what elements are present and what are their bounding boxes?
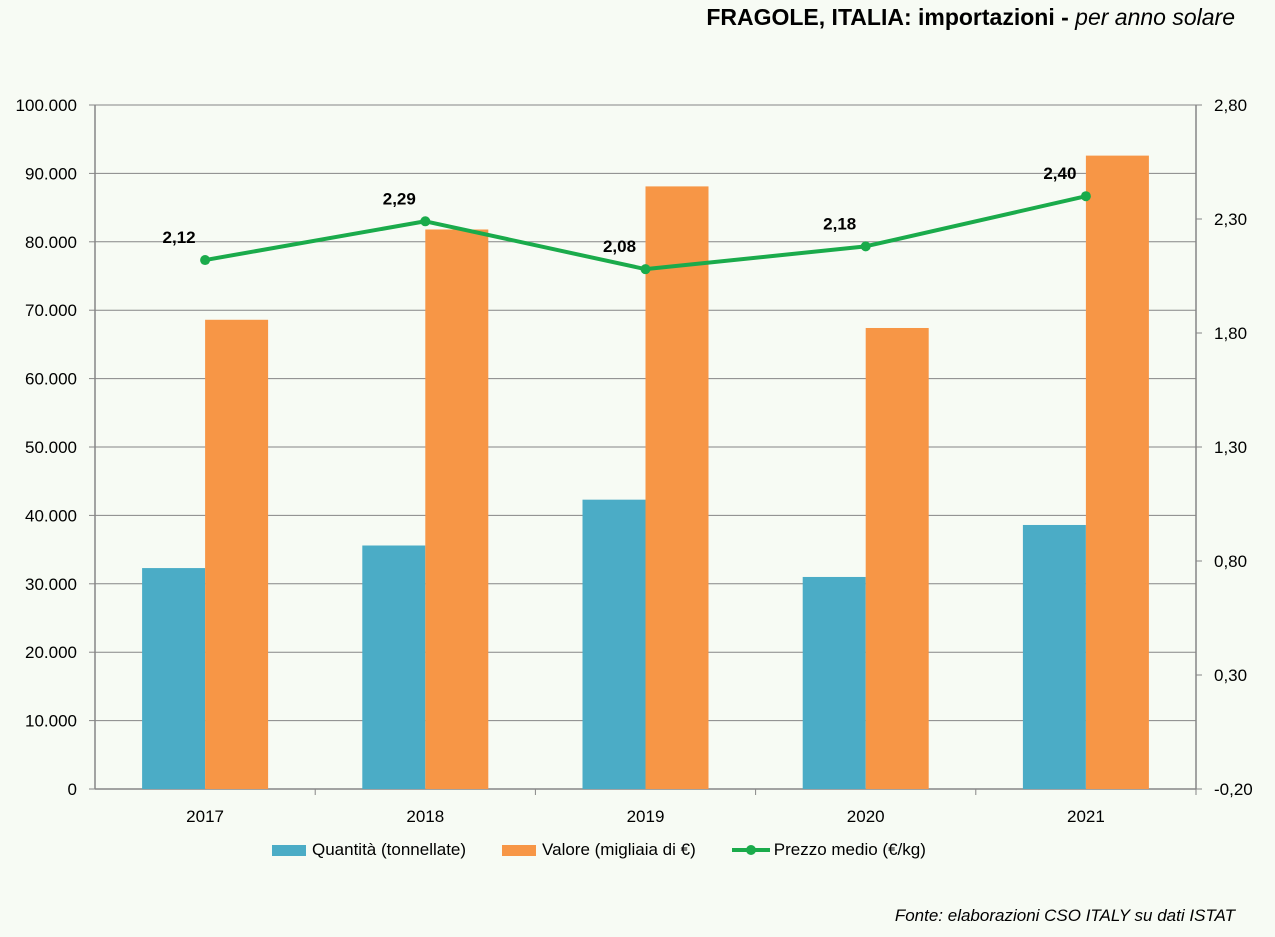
bar-valore [645, 186, 709, 789]
data-label-prezzo: 2,18 [823, 214, 856, 233]
y-right-tick-label: -0,20 [1214, 780, 1253, 799]
legend-label-valore: Valore (migliaia di €) [542, 840, 696, 859]
bar-quantita [142, 568, 206, 789]
data-label-prezzo: 2,40 [1043, 164, 1076, 183]
y-left-tick-label: 40.000 [25, 506, 77, 525]
y-left-tick-label: 0 [68, 780, 77, 799]
source-note: Fonte: elaborazioni CSO ITALY su dati IS… [894, 906, 1235, 925]
y-right-tick-label: 0,80 [1214, 552, 1247, 571]
legend-swatch-prezzo [731, 843, 770, 857]
chart-title-main: FRAGOLE, ITALIA: importazioni - [706, 4, 1069, 30]
chart-title: FRAGOLE, ITALIA: importazioni - per anno… [706, 4, 1235, 31]
x-tick-label: 2018 [406, 807, 444, 826]
data-label-prezzo: 2,12 [163, 228, 196, 247]
legend-swatch-valore [502, 844, 537, 856]
x-tick-label: 2021 [1067, 807, 1105, 826]
y-left-tick-label: 70.000 [25, 301, 77, 320]
x-tick-label: 2017 [186, 807, 224, 826]
legend-item-valore: Valore (migliaia di €) [502, 840, 696, 860]
legend-item-prezzo: Prezzo medio (€/kg) [731, 840, 926, 860]
legend-item-quantita: Quantità (tonnellate) [272, 840, 466, 860]
point-prezzo [640, 264, 651, 275]
point-prezzo [1080, 191, 1091, 202]
bar-quantita [1022, 524, 1086, 789]
point-prezzo [420, 216, 431, 227]
bar-valore [205, 319, 269, 789]
legend-label-quantita: Quantità (tonnellate) [312, 840, 467, 859]
bar-valore [865, 327, 929, 789]
chart-title-sub: per anno solare [1075, 4, 1235, 30]
y-right-tick-label: 0,30 [1214, 666, 1247, 685]
y-right-tick-label: 2,30 [1214, 210, 1247, 229]
point-prezzo [860, 241, 871, 252]
bar-quantita [802, 576, 866, 789]
y-left-tick-label: 10.000 [25, 712, 77, 731]
y-right-tick-label: 1,80 [1214, 324, 1247, 343]
data-label-prezzo: 2,08 [603, 237, 636, 256]
bar-quantita [582, 499, 646, 789]
bar-valore [425, 229, 489, 789]
y-left-tick-label: 50.000 [25, 438, 77, 457]
y-left-tick-label: 90.000 [25, 164, 77, 183]
y-right-tick-label: 2,80 [1214, 96, 1247, 115]
y-left-tick-label: 60.000 [25, 370, 77, 389]
y-left-tick-label: 100.000 [16, 96, 77, 115]
y-right-tick-label: 1,30 [1214, 438, 1247, 457]
point-prezzo [200, 255, 211, 266]
bar-quantita [362, 545, 426, 789]
legend-swatch-quantita [272, 844, 306, 856]
y-left-tick-label: 20.000 [25, 643, 77, 662]
data-label-prezzo: 2,29 [383, 189, 416, 208]
y-left-tick-label: 80.000 [25, 233, 77, 252]
x-tick-label: 2019 [627, 807, 665, 826]
bar-valore [1085, 155, 1149, 790]
legend: Quantità (tonnellate) Valore (migliaia d… [272, 840, 962, 860]
y-left-tick-label: 30.000 [25, 575, 77, 594]
x-tick-label: 2020 [847, 807, 885, 826]
legend-label-prezzo: Prezzo medio (€/kg) [773, 840, 926, 859]
